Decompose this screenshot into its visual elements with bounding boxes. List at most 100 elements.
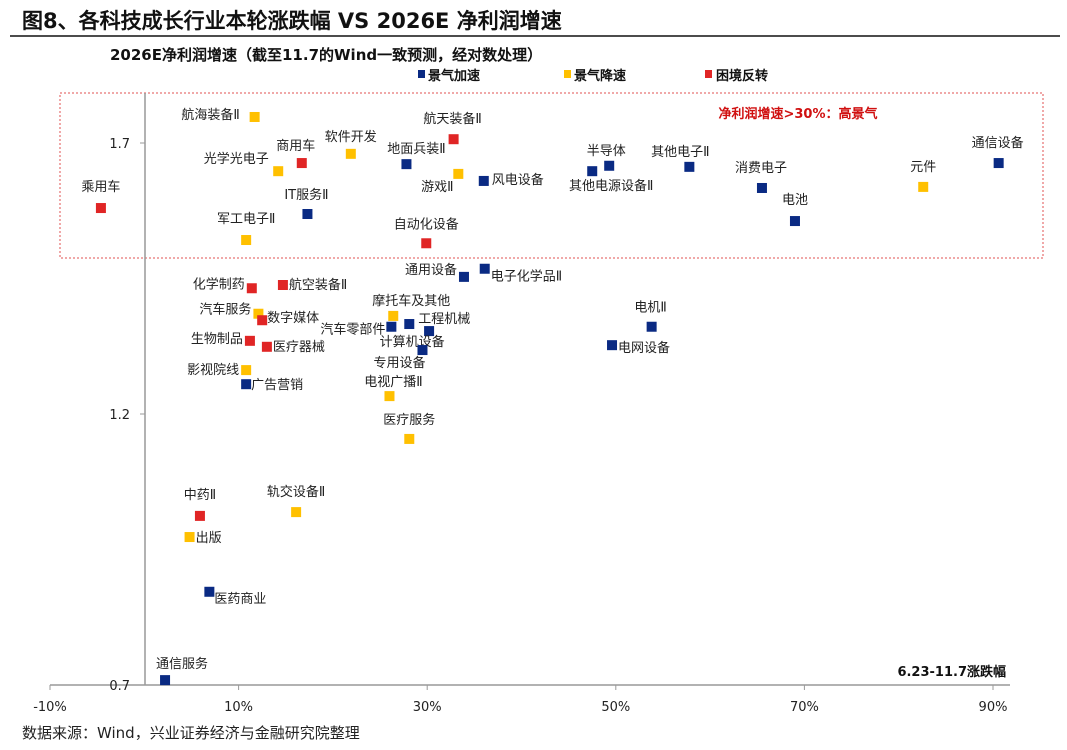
data-point-label: 医药商业 — [214, 592, 266, 607]
data-point-label: 半导体 — [587, 144, 626, 159]
data-point-label: 其他电源设备Ⅱ — [569, 178, 653, 194]
x-tick-label: 10% — [224, 700, 253, 715]
data-point-label: IT服务Ⅱ — [284, 187, 328, 203]
data-point-label: 自动化设备 — [394, 216, 459, 232]
data-point — [244, 335, 255, 346]
x-tick-label: 30% — [413, 700, 442, 715]
data-point-label: 军工电子Ⅱ — [217, 212, 275, 227]
data-point — [424, 326, 435, 337]
data-point — [404, 319, 415, 330]
data-point-label: 电池 — [782, 193, 808, 208]
data-point-label: 地面兵装Ⅱ — [387, 142, 445, 157]
data-point-label: 消费电子 — [735, 161, 787, 176]
data-point — [479, 263, 490, 274]
legend-swatch-blue — [418, 70, 425, 78]
data-point — [241, 365, 252, 376]
data-point — [184, 532, 195, 543]
data-point-label: 数字媒体 — [267, 311, 319, 326]
data-point — [918, 181, 929, 192]
data-point — [607, 340, 618, 351]
data-point — [345, 148, 356, 159]
data-point — [296, 158, 307, 169]
data-point — [273, 166, 284, 177]
data-point-label: 航天装备Ⅱ — [423, 111, 481, 127]
data-point — [291, 507, 302, 518]
data-point-label: 航海装备Ⅱ — [181, 107, 239, 123]
data-point — [401, 159, 412, 170]
data-point — [458, 271, 469, 282]
data-point-label: 游戏Ⅱ — [421, 180, 453, 195]
data-point-label: 商用车 — [276, 138, 315, 154]
y-tick-label: 1.7 — [109, 137, 130, 152]
data-point-label: 摩托车及其他 — [372, 293, 450, 309]
data-point — [404, 433, 415, 444]
data-point-label: 汽车服务 — [199, 302, 251, 318]
y-axis-title: 2026E净利润增速（截至11.7的Wind一致预测，经对数处理） — [110, 46, 542, 64]
data-point-label: 通信服务 — [156, 656, 208, 672]
x-tick-labels: -10% 10% 30% 50% 70% 90% — [33, 685, 1007, 715]
data-point — [684, 161, 695, 172]
data-point — [587, 166, 598, 177]
legend-swatch-yellow — [564, 70, 571, 78]
data-point-label: 航空装备Ⅱ — [289, 277, 347, 293]
data-point — [993, 158, 1004, 169]
x-tick-label: 50% — [601, 700, 630, 715]
data-point — [386, 321, 397, 332]
figure-title: 图8、各科技成长行业本轮涨跌幅 VS 2026E 净利润增速 — [22, 9, 562, 33]
data-point-label: 软件开发 — [325, 129, 377, 145]
data-point-label: 出版 — [196, 531, 222, 546]
data-point — [756, 182, 767, 193]
data-point-label: 电子化学品Ⅱ — [491, 269, 562, 285]
data-point-label: 电机Ⅱ — [634, 301, 666, 316]
data-point-label: 中药Ⅱ — [184, 488, 216, 503]
high-growth-annotation: 净利润增速>30%：高景气 — [718, 106, 877, 122]
data-point-label: 轨交设备Ⅱ — [267, 484, 325, 500]
data-point — [257, 315, 268, 326]
data-point-label: 影视院线 — [187, 363, 239, 378]
data-point — [160, 675, 171, 686]
data-point — [194, 510, 205, 521]
data-point — [417, 345, 428, 356]
data-point-label: 通用设备 — [405, 262, 457, 278]
data-point — [646, 321, 657, 332]
x-tick-label: -10% — [33, 700, 67, 715]
data-point — [241, 235, 252, 246]
data-point-label: 广告营销 — [251, 378, 303, 393]
data-point-label: 风电设备 — [492, 172, 544, 188]
legend-label: 景气加速 — [428, 68, 480, 84]
data-point-label: 汽车零部件 — [320, 322, 385, 338]
legend-swatch-red — [705, 70, 712, 78]
data-point — [302, 209, 313, 220]
data-point-label: 计算机设备 — [380, 334, 445, 350]
y-tick-label: 1.2 — [109, 408, 130, 423]
data-point-label: 电视广播Ⅱ — [364, 375, 422, 390]
data-point — [478, 175, 489, 186]
data-point — [448, 134, 459, 145]
legend: 景气加速 景气降速 困境反转 — [418, 68, 768, 84]
data-point — [604, 160, 615, 171]
data-point-label: 工程机械 — [418, 312, 470, 327]
data-point — [384, 391, 395, 402]
data-point-label: 化学制药 — [193, 276, 245, 292]
data-point — [253, 308, 264, 319]
data-point — [95, 203, 106, 214]
data-point — [249, 111, 260, 122]
data-point-label: 乘用车 — [81, 179, 120, 195]
data-point — [421, 238, 432, 249]
data-point-label: 其他电子Ⅱ — [651, 145, 709, 160]
data-point — [261, 341, 272, 352]
data-point — [204, 586, 215, 597]
data-point-label: 专用设备 — [373, 355, 425, 371]
source-note: 数据来源：Wind，兴业证券经济与金融研究院整理 — [22, 724, 360, 742]
data-point — [789, 216, 800, 227]
data-point — [246, 283, 257, 294]
legend-label: 景气降速 — [574, 68, 626, 84]
data-point-label: 生物制品 — [191, 332, 243, 347]
data-point — [277, 280, 288, 291]
x-tick-label: 90% — [979, 700, 1008, 715]
data-point-label: 医疗器械 — [273, 340, 325, 355]
data-point-label: 电网设备 — [618, 340, 670, 356]
x-tick-label: 70% — [790, 700, 819, 715]
